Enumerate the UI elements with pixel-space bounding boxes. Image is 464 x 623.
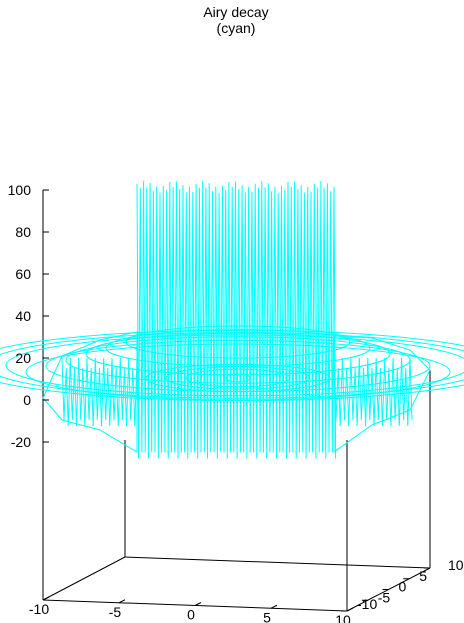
- z-tick-label-5: 80: [15, 224, 31, 240]
- x-tick-label-2: 0: [187, 607, 195, 623]
- x-tick-1: [119, 600, 125, 603]
- z-tick-label-6: 100: [8, 182, 32, 198]
- z-tick-label-2: 20: [15, 350, 31, 366]
- surface-plateau-strokes: [137, 181, 336, 459]
- y-tick-label-4: 10: [448, 557, 464, 573]
- z-tick-label-3: 40: [15, 308, 31, 324]
- chart-title: Airy decay (cyan): [203, 4, 268, 36]
- x-tick-label-0: -10: [29, 601, 49, 617]
- y-tick-label-3: 5: [419, 568, 427, 584]
- z-tick-label-0: -20: [11, 434, 31, 450]
- base-left-edge: [43, 557, 125, 600]
- y-tick-label-1: -5: [378, 589, 391, 605]
- base-back-edge: [125, 557, 430, 568]
- y-tick-label-2: 0: [399, 579, 407, 595]
- chart-title-line-1: Airy decay: [203, 4, 268, 20]
- chart-title-line-2: (cyan): [217, 20, 256, 36]
- surface-mesh: [0, 181, 464, 459]
- x-tick-2: [195, 603, 201, 606]
- z-tick-label-1: 0: [23, 392, 31, 408]
- x-tick-0: [43, 597, 49, 600]
- x-tick-3: [271, 605, 277, 608]
- x-tick-4: [347, 608, 353, 611]
- z-tick-label-4: 60: [15, 266, 31, 282]
- x-tick-label-1: -5: [109, 604, 122, 620]
- surface-skirt-right: [334, 336, 430, 452]
- y-tick-label-0: -10: [357, 596, 377, 612]
- x-tick-label-3: 5: [263, 609, 271, 623]
- x-tick-label-4: 10: [335, 612, 351, 623]
